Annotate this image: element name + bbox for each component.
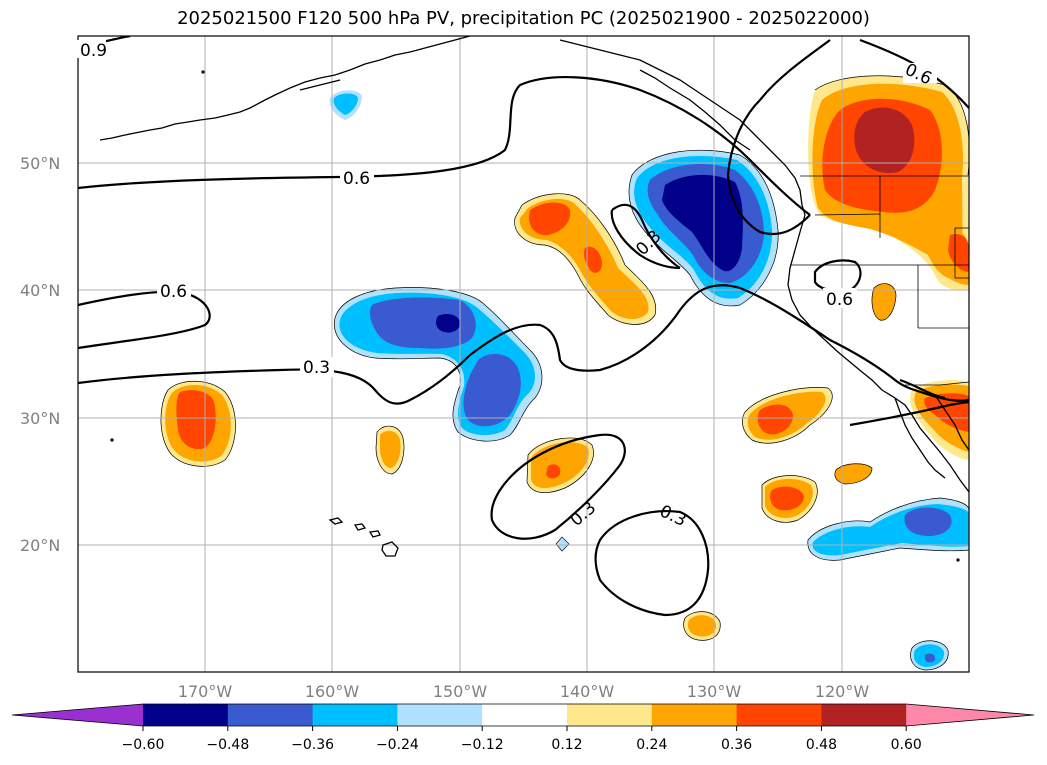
colorbar-tick-label: −0.24 [376,737,419,753]
contour-label-0.9: 0.9 [80,41,107,61]
colorbar-tick-label: 0.48 [806,737,837,753]
precip-blob-central-chain [514,193,656,325]
colorbar: −0.60 −0.48 −0.36 −0.24 −0.12 0.12 0.24 0.36 0.4… [11,703,1035,753]
latitude-labels: 50°N 40°N 30°N 20°N [20,154,60,555]
colorbar-extend-min [12,704,143,726]
precip-blob-small-117w [834,463,872,484]
contour-label-0.6-north: 0.6 [343,169,370,189]
precip-blob-small-116w [872,283,896,321]
colorbar-segment [651,704,738,726]
lon-label-170w: 170°W [178,682,233,701]
precip-blob-125w-31n [742,387,833,444]
colorbar-tick-label: 0.12 [551,737,582,753]
colorbar-tick-label: −0.36 [291,737,334,753]
colorbar-segment [312,704,398,726]
colorbar-segment [482,704,568,726]
lon-label-150w: 150°W [433,682,488,701]
contour-label-0.6-inland: 0.6 [826,290,853,310]
lat-label-30n: 30°N [20,409,60,428]
precip-blob-pacific-northwest [808,75,969,291]
colorbar-segment [143,704,229,726]
precip-blob-tiny-142w [555,536,570,552]
contour-label-0.3-west: 0.3 [303,358,330,378]
gridlines [78,36,969,672]
lat-label-40n: 40°N [20,281,60,300]
colorbar-tick-label: −0.60 [122,737,165,753]
colorbar-extend-max [906,704,1034,726]
colorbar-tick-label: 0.60 [891,737,922,753]
colorbar-segment [397,704,483,726]
political-borders [790,175,969,386]
lon-label-130w: 130°W [687,682,742,701]
coastlines [99,36,969,562]
precip-blob-negative-central-pacific [334,287,542,442]
map-title: 2025021500 F120 500 hPa PV, precipitatio… [177,8,870,29]
lon-label-140w: 140°W [560,682,615,701]
map-frame [77,35,970,673]
colorbar-segment [227,704,314,726]
colorbar-tick-label: 0.36 [721,737,752,753]
colorbar-segment [736,704,822,726]
colorbar-segment [821,704,907,726]
precip-shading [160,75,969,670]
lon-label-160w: 160°W [305,682,360,701]
precip-blob-west-pacific [160,381,236,467]
precip-blob-125w-24n [762,475,818,523]
colorbar-tick-label: −0.48 [206,737,249,753]
colorbar-segment [567,704,653,726]
contour-label-0.6-west: 0.6 [160,282,187,302]
longitude-labels: 170°W 160°W 150°W 140°W 130°W 120°W [178,682,870,701]
lat-label-20n: 20°N [20,536,60,555]
colorbar-tick-label: 0.24 [636,737,667,753]
precip-blob-negative-northeast-pacific [628,150,779,306]
lat-label-50n: 50°N [20,154,60,173]
lon-label-120w: 120°W [815,682,870,701]
colorbar-tick-label: −0.12 [461,737,504,753]
